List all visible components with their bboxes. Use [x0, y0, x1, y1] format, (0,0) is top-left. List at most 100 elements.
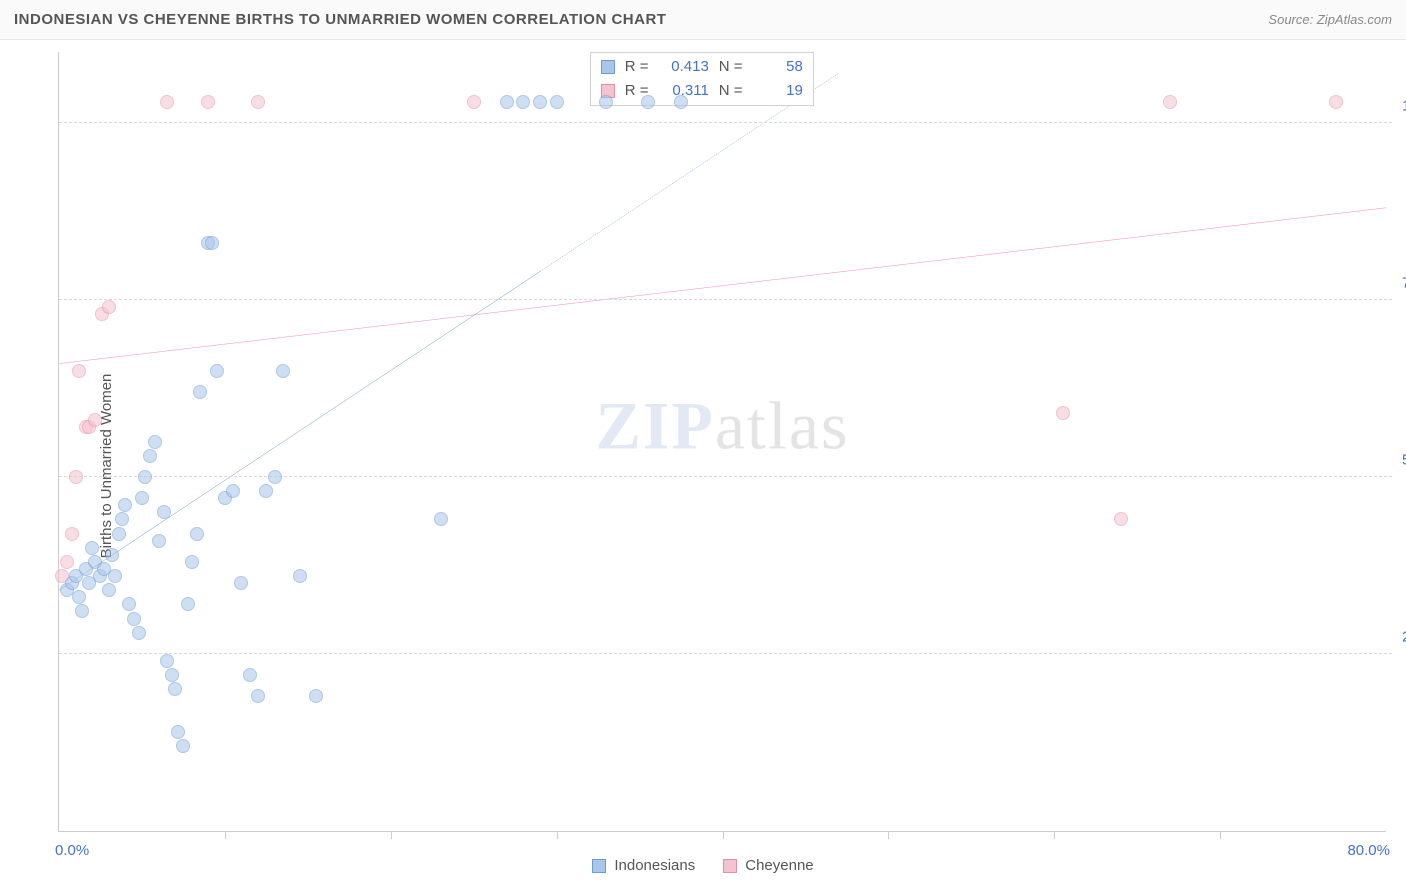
- indonesians-point: [293, 569, 307, 583]
- n-value: 58: [755, 56, 803, 78]
- indonesians-point: [210, 364, 224, 378]
- trend-line: [59, 208, 1386, 364]
- cheyenne-point: [69, 470, 83, 484]
- x-tick: [1220, 831, 1221, 839]
- indonesians-point: [138, 470, 152, 484]
- indonesians-point: [641, 95, 655, 109]
- n-label: N =: [719, 80, 745, 102]
- cheyenne-point: [102, 300, 116, 314]
- indonesians-point: [72, 590, 86, 604]
- gridline: [59, 122, 1392, 123]
- cheyenne-point: [72, 364, 86, 378]
- indonesians-point: [190, 527, 204, 541]
- source-label: Source:: [1268, 12, 1313, 27]
- x-tick: [557, 831, 558, 839]
- cheyenne-point: [251, 95, 265, 109]
- cheyenne-point: [160, 95, 174, 109]
- indonesians-point: [226, 484, 240, 498]
- indonesians-point: [205, 236, 219, 250]
- indonesians-point: [102, 583, 116, 597]
- indonesians-point: [160, 654, 174, 668]
- source-link[interactable]: ZipAtlas.com: [1317, 12, 1392, 27]
- legend-swatch: [601, 60, 615, 74]
- x-tick: [391, 831, 392, 839]
- x-tick: [723, 831, 724, 839]
- indonesians-point: [108, 569, 122, 583]
- indonesians-point: [105, 548, 119, 562]
- chart-title: INDONESIAN VS CHEYENNE BIRTHS TO UNMARRI…: [14, 11, 666, 28]
- indonesians-point: [181, 597, 195, 611]
- y-tick-label: 100.0%: [1392, 97, 1406, 114]
- indonesians-point: [516, 95, 530, 109]
- indonesians-point: [143, 449, 157, 463]
- indonesians-point: [259, 484, 273, 498]
- source-attribution: Source: ZipAtlas.com: [1268, 12, 1392, 27]
- x-tick: [1054, 831, 1055, 839]
- indonesians-point: [268, 470, 282, 484]
- x-tick: [225, 831, 226, 839]
- indonesians-point: [115, 512, 129, 526]
- series-legend: Indonesians Cheyenne: [0, 857, 1406, 874]
- legend-label: Indonesians: [614, 857, 695, 874]
- indonesians-point: [118, 498, 132, 512]
- stats-row-cheyenne: R =0.311N =19: [591, 79, 813, 103]
- cheyenne-point: [55, 569, 69, 583]
- indonesians-point: [112, 527, 126, 541]
- indonesians-point: [434, 512, 448, 526]
- legend-label: Cheyenne: [745, 857, 813, 874]
- indonesians-point: [599, 95, 613, 109]
- trend-line: [59, 272, 540, 591]
- legend-item-cheyenne: Cheyenne: [723, 857, 813, 874]
- indonesians-point: [135, 491, 149, 505]
- scatter-plot: ZIPatlas R =0.413N =58R =0.311N =19 0.0%…: [58, 52, 1386, 832]
- indonesians-point: [276, 364, 290, 378]
- indonesians-point: [500, 95, 514, 109]
- cheyenne-point: [467, 95, 481, 109]
- cheyenne-point: [60, 555, 74, 569]
- gridline: [59, 653, 1392, 654]
- indonesians-point: [171, 725, 185, 739]
- indonesians-point: [176, 739, 190, 753]
- indonesians-point: [132, 626, 146, 640]
- indonesians-point: [309, 689, 323, 703]
- legend-swatch: [723, 859, 737, 873]
- indonesians-point: [152, 534, 166, 548]
- legend-item-indonesians: Indonesians: [592, 857, 695, 874]
- indonesians-point: [193, 385, 207, 399]
- gridline: [59, 476, 1392, 477]
- r-value: 0.413: [661, 56, 709, 78]
- x-tick: [888, 831, 889, 839]
- indonesians-point: [234, 576, 248, 590]
- y-tick-label: 25.0%: [1392, 628, 1406, 645]
- cheyenne-point: [65, 527, 79, 541]
- indonesians-point: [75, 604, 89, 618]
- n-value: 19: [755, 80, 803, 102]
- indonesians-point: [243, 668, 257, 682]
- cheyenne-point: [1163, 95, 1177, 109]
- indonesians-point: [550, 95, 564, 109]
- indonesians-point: [185, 555, 199, 569]
- trend-lines-layer: [59, 52, 1386, 831]
- cheyenne-point: [1114, 512, 1128, 526]
- y-tick-label: 75.0%: [1392, 274, 1406, 291]
- indonesians-point: [674, 95, 688, 109]
- cheyenne-point: [1329, 95, 1343, 109]
- indonesians-point: [148, 435, 162, 449]
- correlation-stats-box: R =0.413N =58R =0.311N =19: [590, 52, 814, 106]
- indonesians-point: [157, 505, 171, 519]
- indonesians-point: [85, 541, 99, 555]
- r-label: R =: [625, 56, 651, 78]
- y-tick-label: 50.0%: [1392, 451, 1406, 468]
- n-label: N =: [719, 56, 745, 78]
- chart-area: Births to Unmarried Women ZIPatlas R =0.…: [0, 40, 1406, 892]
- stats-row-indonesians: R = 0.413 N = 58: [591, 55, 813, 79]
- indonesians-point: [533, 95, 547, 109]
- chart-header: INDONESIAN VS CHEYENNE BIRTHS TO UNMARRI…: [0, 0, 1406, 40]
- indonesians-point: [127, 612, 141, 626]
- cheyenne-point: [88, 413, 102, 427]
- indonesians-point: [122, 597, 136, 611]
- indonesians-point: [168, 682, 182, 696]
- indonesians-point: [251, 689, 265, 703]
- legend-swatch: [592, 859, 606, 873]
- cheyenne-point: [1056, 406, 1070, 420]
